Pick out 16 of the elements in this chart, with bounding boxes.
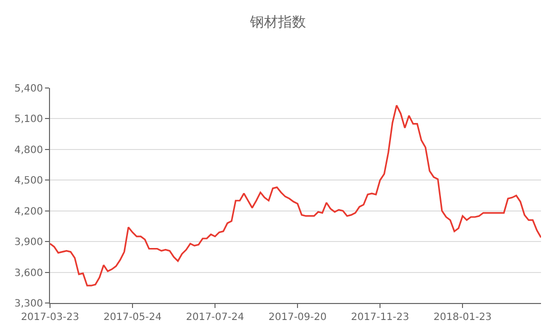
x-tick-label: 2017-09-20 xyxy=(268,312,327,323)
y-tick-label: 3,900 xyxy=(14,237,43,248)
y-tick-label: 3,300 xyxy=(14,298,43,310)
y-tick-label: 4,200 xyxy=(14,206,43,218)
y-tick-label: 3,600 xyxy=(14,268,43,279)
x-tick-label: 2017-07-24 xyxy=(186,312,244,323)
x-tick-label: 2017-11-23 xyxy=(351,312,410,323)
y-tick-label: 5,400 xyxy=(14,84,43,94)
x-tick-label: 2018-01-23 xyxy=(434,312,492,323)
line-series xyxy=(50,104,541,286)
x-tick-label: 2017-03-23 xyxy=(20,312,80,323)
y-tick-label: 4,800 xyxy=(14,144,43,156)
x-tick-label: 2017-05-24 xyxy=(103,312,162,323)
y-tick-label: 5,100 xyxy=(14,114,43,126)
y-tick-label: 4,500 xyxy=(14,176,43,187)
chart-title: 钢材指数 xyxy=(249,14,306,30)
